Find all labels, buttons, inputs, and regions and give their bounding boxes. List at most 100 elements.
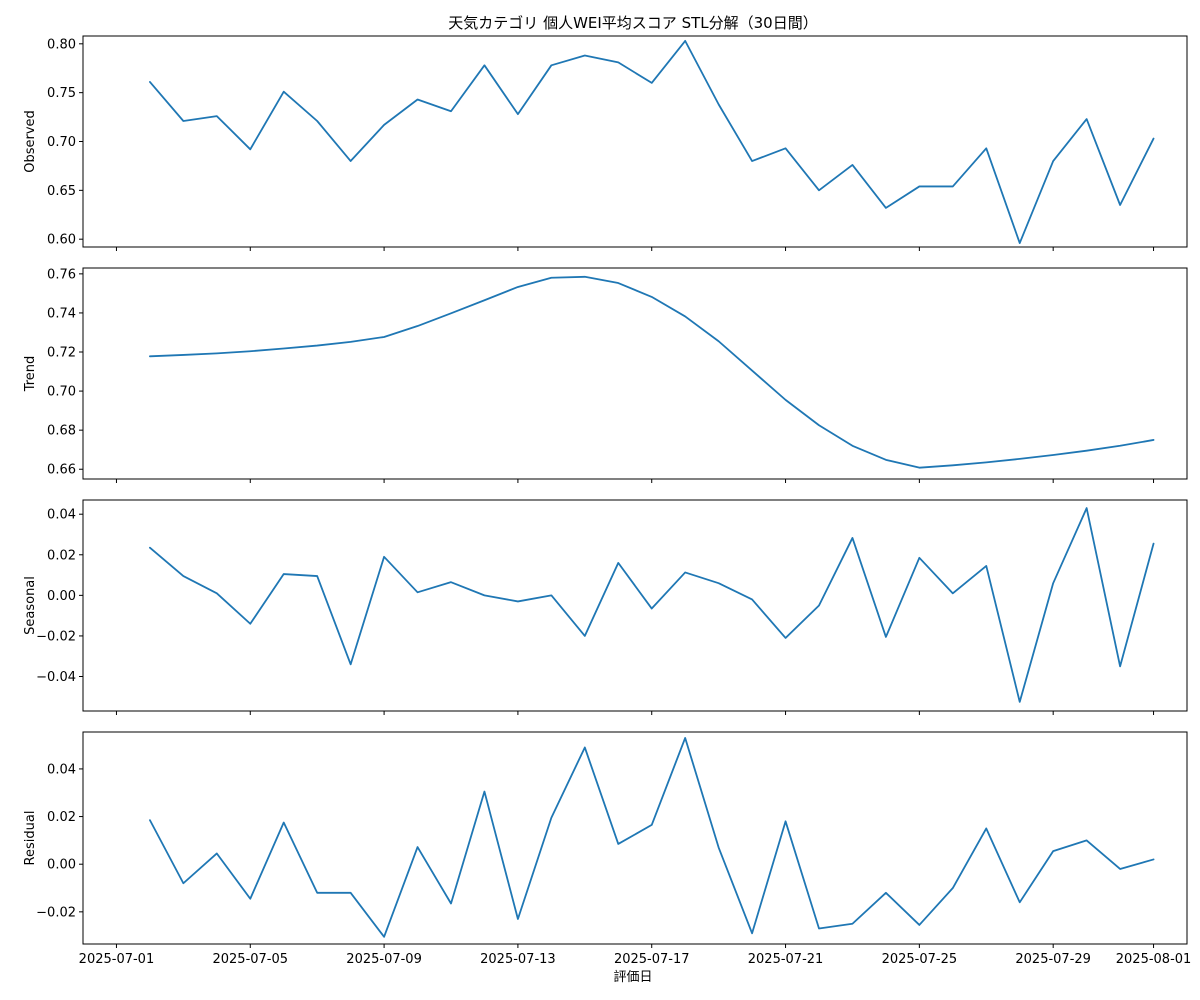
data-point xyxy=(684,571,686,573)
data-point xyxy=(885,459,887,461)
data-point xyxy=(416,325,418,327)
data-point xyxy=(182,882,184,884)
data-point xyxy=(450,581,452,583)
data-point xyxy=(1119,665,1121,667)
data-point xyxy=(450,110,452,112)
data-point xyxy=(918,557,920,559)
data-point xyxy=(651,824,653,826)
data-point xyxy=(283,90,285,92)
data-point xyxy=(918,924,920,926)
data-point xyxy=(751,160,753,162)
x-tick-label: 2025-07-29 xyxy=(1015,952,1091,967)
data-point xyxy=(851,164,853,166)
data-point xyxy=(149,355,151,357)
y-tick-label: 0.00 xyxy=(47,589,76,604)
x-tick-label: 2025-07-09 xyxy=(346,952,422,967)
data-point xyxy=(952,592,954,594)
data-point xyxy=(1119,868,1121,870)
data-point xyxy=(216,592,218,594)
data-point xyxy=(383,936,385,938)
x-tick-label: 2025-08-01 xyxy=(1116,952,1192,967)
data-point xyxy=(851,537,853,539)
y-tick-label: 0.66 xyxy=(47,463,76,478)
panel-residual: −0.02 0.00 0.02 0.04 Residual 2025-07-01 2025-… xyxy=(23,731,1192,967)
y-tick-label: 0.70 xyxy=(47,385,76,400)
data-point xyxy=(149,819,151,821)
data-point xyxy=(182,575,184,577)
data-point xyxy=(851,445,853,447)
y-axis-title: Trend xyxy=(23,356,38,393)
plot-frame xyxy=(82,499,1188,712)
data-point xyxy=(1085,839,1087,841)
data-point xyxy=(416,846,418,848)
data-point xyxy=(149,546,151,548)
data-point xyxy=(316,892,318,894)
y-tick-label: 0.70 xyxy=(47,135,76,150)
y-axis-title: Seasonal xyxy=(23,576,38,635)
data-point xyxy=(216,352,218,354)
data-point xyxy=(784,820,786,822)
data-point xyxy=(684,315,686,317)
data-point xyxy=(383,336,385,338)
data-point xyxy=(1085,507,1087,509)
chart-title: 天気カテゴリ 個人WEI平均スコア STL分解（30日間） xyxy=(448,14,817,32)
data-point xyxy=(985,461,987,463)
panel-seasonal: −0.04 −0.02 0.00 0.02 0.04 Seasonal xyxy=(23,499,1188,715)
data-point xyxy=(349,341,351,343)
data-point xyxy=(617,61,619,63)
data-point xyxy=(349,160,351,162)
data-point xyxy=(584,54,586,56)
data-point xyxy=(1085,449,1087,451)
data-point xyxy=(316,344,318,346)
data-point xyxy=(684,737,686,739)
data-point xyxy=(550,64,552,66)
y-tick-label: 0.68 xyxy=(47,424,76,439)
series-line-residual xyxy=(149,737,1155,938)
data-point xyxy=(751,932,753,934)
data-point xyxy=(1019,458,1021,460)
data-point xyxy=(216,115,218,117)
x-tick-label: 2025-07-17 xyxy=(614,952,690,967)
data-point xyxy=(483,299,485,301)
y-tick-label: 0.02 xyxy=(47,548,76,563)
data-point xyxy=(818,189,820,191)
data-point xyxy=(651,296,653,298)
data-point xyxy=(249,898,251,900)
y-tick-label: 0.76 xyxy=(47,267,76,282)
data-point xyxy=(483,594,485,596)
data-point xyxy=(383,124,385,126)
plot-frame xyxy=(82,267,1188,480)
series-line-trend xyxy=(149,275,1155,469)
data-point xyxy=(149,81,151,83)
x-tick-label: 2025-07-13 xyxy=(480,952,556,967)
data-point xyxy=(818,927,820,929)
data-point xyxy=(751,598,753,600)
data-point xyxy=(517,600,519,602)
data-point xyxy=(784,147,786,149)
y-tick-label: 0.02 xyxy=(47,810,76,825)
x-tick-label: 2025-07-05 xyxy=(212,952,288,967)
data-point xyxy=(885,636,887,638)
data-point xyxy=(517,286,519,288)
data-point xyxy=(550,277,552,279)
x-tick-label: 2025-07-21 xyxy=(748,952,824,967)
data-point xyxy=(1052,160,1054,162)
data-point xyxy=(450,902,452,904)
data-point xyxy=(617,562,619,564)
data-point xyxy=(1052,454,1054,456)
data-point xyxy=(717,846,719,848)
data-point xyxy=(216,852,218,854)
data-point xyxy=(784,637,786,639)
data-point xyxy=(1119,445,1121,447)
data-point xyxy=(1119,204,1121,206)
panel-observed: 0.60 0.65 0.70 0.75 0.80 Observed xyxy=(23,35,1188,251)
y-tick-label: 0.75 xyxy=(47,86,76,101)
data-point xyxy=(349,663,351,665)
data-point xyxy=(283,347,285,349)
data-point xyxy=(717,103,719,105)
data-point xyxy=(985,827,987,829)
data-point xyxy=(751,369,753,371)
y-tick-label: 0.04 xyxy=(47,508,76,523)
y-axis-title: Residual xyxy=(23,811,38,866)
data-point xyxy=(918,466,920,468)
